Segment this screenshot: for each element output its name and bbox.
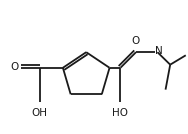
Text: OH: OH <box>32 108 48 118</box>
Text: O: O <box>10 62 19 72</box>
Text: HO: HO <box>112 108 128 118</box>
Text: O: O <box>132 36 140 46</box>
Text: N: N <box>155 46 163 56</box>
